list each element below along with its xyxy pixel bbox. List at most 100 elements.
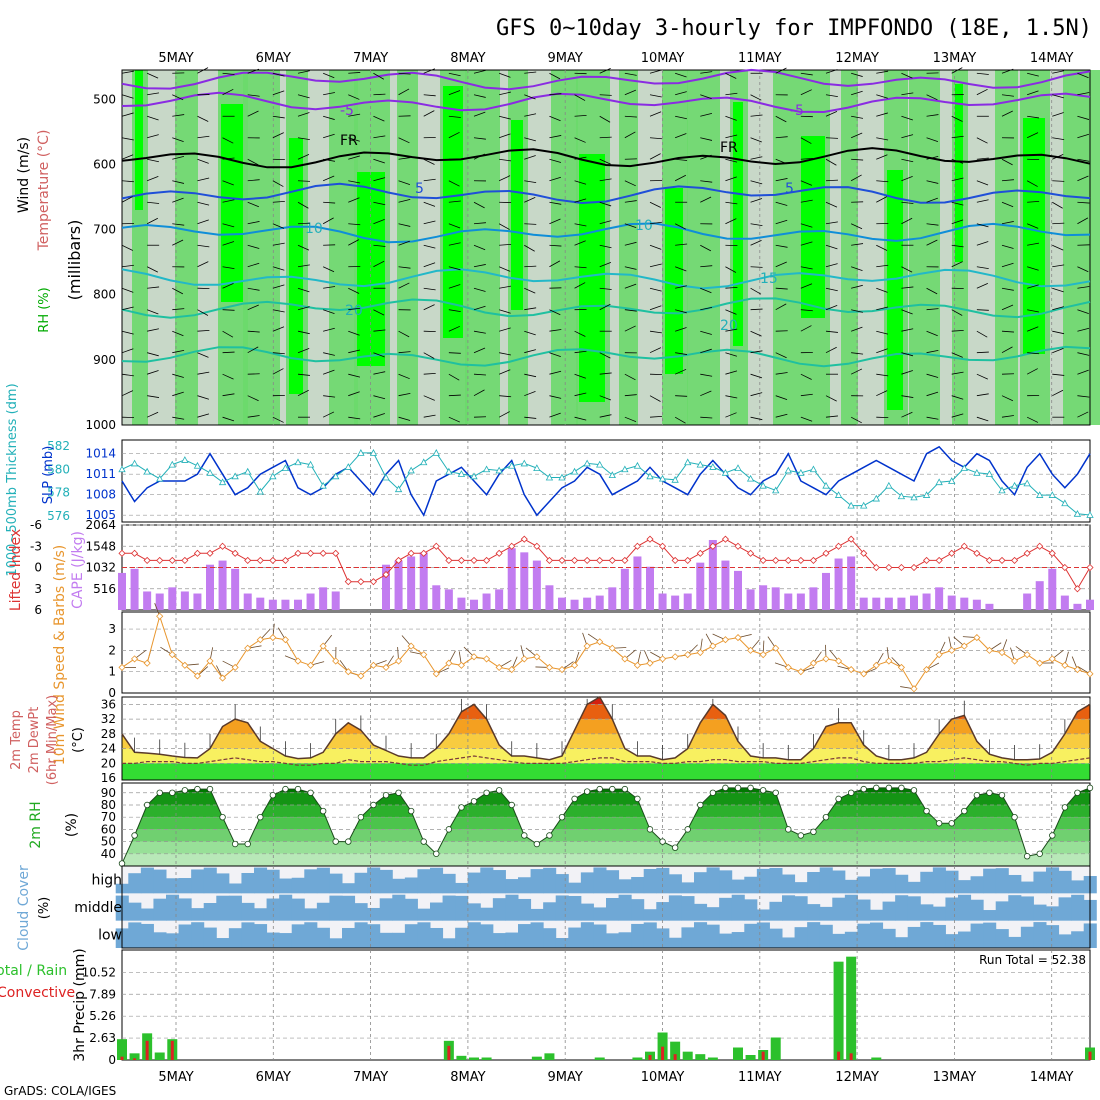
thickness-point bbox=[508, 461, 516, 469]
wind-barb bbox=[498, 411, 510, 418]
wind-barb bbox=[423, 287, 436, 291]
cloud-cover-bar bbox=[606, 897, 620, 921]
cloud-cover-bar bbox=[970, 899, 984, 921]
rh-saturated-band bbox=[289, 138, 303, 394]
rh-point bbox=[998, 792, 1006, 799]
cape-bar bbox=[130, 568, 139, 610]
wind-barb bbox=[750, 239, 762, 246]
cloud-cover-bar bbox=[631, 923, 645, 948]
wind-barb bbox=[700, 137, 713, 141]
wind-barb bbox=[373, 177, 386, 182]
thickness-point bbox=[633, 461, 642, 469]
wind-barb bbox=[398, 198, 411, 203]
cloud-cover-bar bbox=[719, 870, 733, 894]
wind-barb bbox=[222, 88, 234, 96]
cape-bar bbox=[520, 552, 529, 610]
cloud-cover-bar bbox=[1071, 894, 1085, 921]
lifted-index-point bbox=[759, 556, 767, 564]
rh-moist-band bbox=[1063, 70, 1100, 425]
wind-barb bbox=[800, 373, 812, 380]
precip-convective-bar bbox=[120, 1056, 124, 1060]
lifted-index-point bbox=[1011, 556, 1019, 564]
rh-color-band bbox=[122, 853, 1090, 866]
rh-point bbox=[847, 789, 855, 796]
wind-barb bbox=[121, 196, 133, 203]
wind-barb bbox=[725, 370, 738, 375]
wind-barb bbox=[423, 244, 436, 249]
cloud-cover-bar bbox=[417, 869, 431, 894]
wind-speed-point bbox=[784, 663, 792, 671]
wind-barb bbox=[297, 373, 310, 376]
rh-saturated-band bbox=[665, 188, 683, 374]
lifted-index-point bbox=[709, 542, 717, 550]
wind-barb bbox=[976, 373, 988, 380]
rh-point bbox=[269, 792, 277, 799]
rh-point bbox=[785, 826, 792, 833]
wind-barb bbox=[473, 137, 486, 140]
rh-point bbox=[470, 798, 478, 805]
rh-point bbox=[156, 789, 163, 796]
wind-barb bbox=[348, 416, 361, 420]
wind-barb bbox=[725, 218, 737, 225]
thickness-point bbox=[545, 473, 554, 481]
cape-bar bbox=[784, 593, 793, 610]
cape-tick: 1548 bbox=[85, 539, 116, 553]
wind-speed-point bbox=[369, 661, 377, 669]
wind-barb bbox=[574, 180, 587, 185]
rh-point bbox=[219, 813, 226, 821]
cape-bar bbox=[583, 597, 592, 610]
wind-barb bbox=[1001, 287, 1014, 291]
wind-barb bbox=[398, 373, 410, 380]
wind-barb bbox=[147, 201, 160, 204]
wind-barb bbox=[1052, 70, 1065, 74]
wind-barb bbox=[876, 196, 888, 203]
wind-barb bbox=[876, 70, 889, 74]
lifted-index-point bbox=[608, 556, 616, 564]
wind-barb bbox=[926, 223, 939, 226]
cloud-cover-bar bbox=[1008, 895, 1022, 921]
cloud-cover-bar bbox=[618, 894, 632, 921]
cloud-cover-bar bbox=[580, 922, 594, 948]
wind-barb bbox=[1026, 223, 1039, 229]
wind-barb bbox=[1052, 348, 1064, 354]
wind-barb bbox=[850, 368, 863, 375]
rh-point bbox=[973, 792, 981, 799]
cloud-cover-bar bbox=[958, 931, 972, 948]
wind-barb bbox=[1001, 110, 1013, 117]
wind-barb bbox=[1077, 201, 1090, 204]
wind-barb bbox=[121, 70, 134, 74]
cloud-cover-bar bbox=[467, 903, 481, 921]
wind-barb bbox=[1077, 92, 1090, 96]
wind-barb bbox=[549, 244, 562, 247]
wind-barb bbox=[172, 287, 184, 295]
wind-barb bbox=[348, 239, 360, 246]
wind-barb bbox=[1026, 180, 1038, 187]
cloud-cover-bar bbox=[417, 908, 431, 921]
cloud-cover-bar bbox=[668, 874, 682, 894]
cloud-cover-bar bbox=[354, 872, 368, 894]
lifted-index-point bbox=[684, 556, 692, 564]
thickness-point bbox=[407, 466, 415, 474]
wind-barb bbox=[1027, 352, 1040, 355]
wind-barb bbox=[323, 133, 335, 139]
wind-speed-point bbox=[985, 646, 993, 654]
wind-barb bbox=[398, 72, 411, 75]
cape-lifted-index-panel: -6 -3 0 3 6 516 1032 1548 2064 Lifted Index CAPE (… bbox=[8, 518, 1094, 617]
wind-barb bbox=[272, 309, 285, 313]
wind-barb bbox=[599, 395, 612, 401]
wind-barb bbox=[524, 391, 536, 397]
wind-barb bbox=[322, 217, 334, 225]
cloud-cover-bar bbox=[140, 867, 154, 894]
wind-barb bbox=[448, 352, 461, 354]
cloud-cover-bar bbox=[203, 867, 217, 894]
rh-point bbox=[898, 784, 905, 792]
wind-barb bbox=[624, 180, 636, 187]
wind-barb bbox=[1052, 222, 1065, 225]
wind-barb bbox=[1077, 395, 1090, 398]
wind-barb bbox=[473, 305, 486, 311]
wind-speed-point bbox=[382, 663, 390, 671]
wind-barb bbox=[700, 348, 712, 354]
isotherm-line bbox=[121, 182, 1091, 205]
wind-speed-point bbox=[571, 661, 579, 669]
